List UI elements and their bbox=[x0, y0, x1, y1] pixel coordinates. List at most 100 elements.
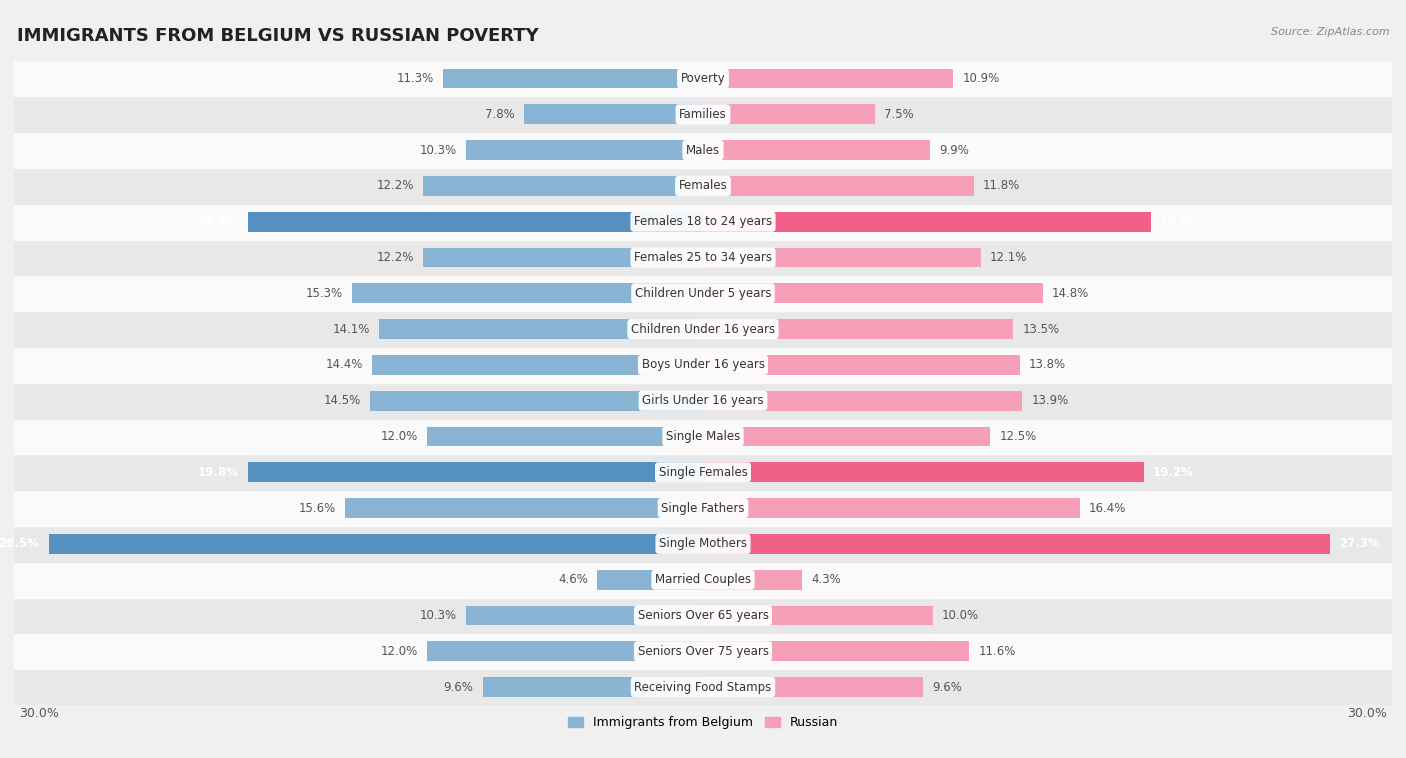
Bar bbox=[14, 168, 1392, 204]
Text: 30.0%: 30.0% bbox=[18, 707, 59, 720]
Bar bbox=[703, 391, 1022, 411]
Bar bbox=[703, 570, 801, 590]
Text: 12.2%: 12.2% bbox=[377, 251, 413, 264]
Text: 10.3%: 10.3% bbox=[420, 143, 457, 157]
Bar bbox=[703, 105, 875, 124]
Bar bbox=[249, 212, 703, 231]
Text: 14.1%: 14.1% bbox=[333, 323, 370, 336]
Text: 9.6%: 9.6% bbox=[443, 681, 474, 694]
Text: 10.3%: 10.3% bbox=[420, 609, 457, 622]
Text: Boys Under 16 years: Boys Under 16 years bbox=[641, 359, 765, 371]
Text: Seniors Over 65 years: Seniors Over 65 years bbox=[637, 609, 769, 622]
Text: 19.8%: 19.8% bbox=[198, 215, 239, 228]
Text: Females 18 to 24 years: Females 18 to 24 years bbox=[634, 215, 772, 228]
Bar bbox=[423, 248, 703, 268]
Text: Children Under 16 years: Children Under 16 years bbox=[631, 323, 775, 336]
Bar bbox=[524, 105, 703, 124]
Bar bbox=[373, 355, 703, 374]
Bar bbox=[703, 140, 931, 160]
Text: 9.6%: 9.6% bbox=[932, 681, 963, 694]
Bar bbox=[344, 498, 703, 518]
Text: Seniors Over 75 years: Seniors Over 75 years bbox=[637, 645, 769, 658]
Text: 19.5%: 19.5% bbox=[1160, 215, 1201, 228]
Text: 12.0%: 12.0% bbox=[381, 645, 418, 658]
Bar bbox=[703, 462, 1144, 482]
Bar bbox=[14, 526, 1392, 562]
Bar bbox=[14, 454, 1392, 490]
Bar bbox=[14, 96, 1392, 132]
Text: 15.3%: 15.3% bbox=[305, 287, 343, 300]
Text: 4.6%: 4.6% bbox=[558, 573, 588, 586]
Text: IMMIGRANTS FROM BELGIUM VS RUSSIAN POVERTY: IMMIGRANTS FROM BELGIUM VS RUSSIAN POVER… bbox=[17, 27, 538, 45]
Bar bbox=[703, 641, 969, 661]
Bar bbox=[703, 69, 953, 89]
Text: 14.5%: 14.5% bbox=[323, 394, 361, 407]
Bar bbox=[48, 534, 703, 553]
Bar bbox=[703, 248, 981, 268]
Text: 19.2%: 19.2% bbox=[1153, 465, 1194, 479]
Bar bbox=[703, 283, 1043, 303]
Bar bbox=[703, 176, 974, 196]
Bar bbox=[14, 132, 1392, 168]
Bar bbox=[14, 240, 1392, 275]
Text: Single Females: Single Females bbox=[658, 465, 748, 479]
Text: 28.5%: 28.5% bbox=[0, 537, 39, 550]
Text: 4.3%: 4.3% bbox=[811, 573, 841, 586]
Text: 12.2%: 12.2% bbox=[377, 180, 413, 193]
Text: 11.3%: 11.3% bbox=[396, 72, 434, 85]
Text: 15.6%: 15.6% bbox=[298, 502, 336, 515]
Text: Girls Under 16 years: Girls Under 16 years bbox=[643, 394, 763, 407]
Text: Married Couples: Married Couples bbox=[655, 573, 751, 586]
Bar bbox=[703, 606, 932, 625]
Text: 12.1%: 12.1% bbox=[990, 251, 1028, 264]
Text: 7.8%: 7.8% bbox=[485, 108, 515, 121]
Text: Single Mothers: Single Mothers bbox=[659, 537, 747, 550]
Bar bbox=[423, 176, 703, 196]
Bar bbox=[249, 462, 703, 482]
Bar bbox=[703, 427, 990, 446]
Text: 14.4%: 14.4% bbox=[326, 359, 363, 371]
Bar bbox=[443, 69, 703, 89]
Bar bbox=[703, 498, 1080, 518]
Bar bbox=[703, 319, 1012, 339]
Bar bbox=[703, 212, 1152, 231]
Text: 10.0%: 10.0% bbox=[942, 609, 979, 622]
Text: 30.0%: 30.0% bbox=[1347, 707, 1388, 720]
Text: Families: Families bbox=[679, 108, 727, 121]
Text: Single Fathers: Single Fathers bbox=[661, 502, 745, 515]
Text: 27.3%: 27.3% bbox=[1339, 537, 1379, 550]
Bar bbox=[14, 383, 1392, 418]
Bar bbox=[427, 641, 703, 661]
Bar bbox=[703, 677, 924, 697]
Legend: Immigrants from Belgium, Russian: Immigrants from Belgium, Russian bbox=[562, 711, 844, 735]
Text: 11.8%: 11.8% bbox=[983, 180, 1021, 193]
Text: Males: Males bbox=[686, 143, 720, 157]
Bar bbox=[14, 634, 1392, 669]
Text: 16.4%: 16.4% bbox=[1088, 502, 1126, 515]
Text: 13.9%: 13.9% bbox=[1032, 394, 1069, 407]
Bar bbox=[14, 597, 1392, 634]
Text: Children Under 5 years: Children Under 5 years bbox=[634, 287, 772, 300]
Bar bbox=[14, 562, 1392, 597]
Text: Females 25 to 34 years: Females 25 to 34 years bbox=[634, 251, 772, 264]
Bar bbox=[14, 312, 1392, 347]
Text: 10.9%: 10.9% bbox=[963, 72, 1000, 85]
Bar bbox=[14, 669, 1392, 705]
Text: 19.8%: 19.8% bbox=[198, 465, 239, 479]
Bar bbox=[703, 534, 1330, 553]
Text: Receiving Food Stamps: Receiving Food Stamps bbox=[634, 681, 772, 694]
Text: Source: ZipAtlas.com: Source: ZipAtlas.com bbox=[1271, 27, 1389, 36]
Text: 12.5%: 12.5% bbox=[1000, 430, 1036, 443]
Bar bbox=[703, 355, 1019, 374]
Text: Poverty: Poverty bbox=[681, 72, 725, 85]
Bar bbox=[14, 418, 1392, 454]
Bar bbox=[427, 427, 703, 446]
Text: 12.0%: 12.0% bbox=[381, 430, 418, 443]
Text: 11.6%: 11.6% bbox=[979, 645, 1017, 658]
Bar bbox=[352, 283, 703, 303]
Bar bbox=[14, 275, 1392, 312]
Bar bbox=[14, 490, 1392, 526]
Bar bbox=[467, 606, 703, 625]
Bar bbox=[370, 391, 703, 411]
Text: Females: Females bbox=[679, 180, 727, 193]
